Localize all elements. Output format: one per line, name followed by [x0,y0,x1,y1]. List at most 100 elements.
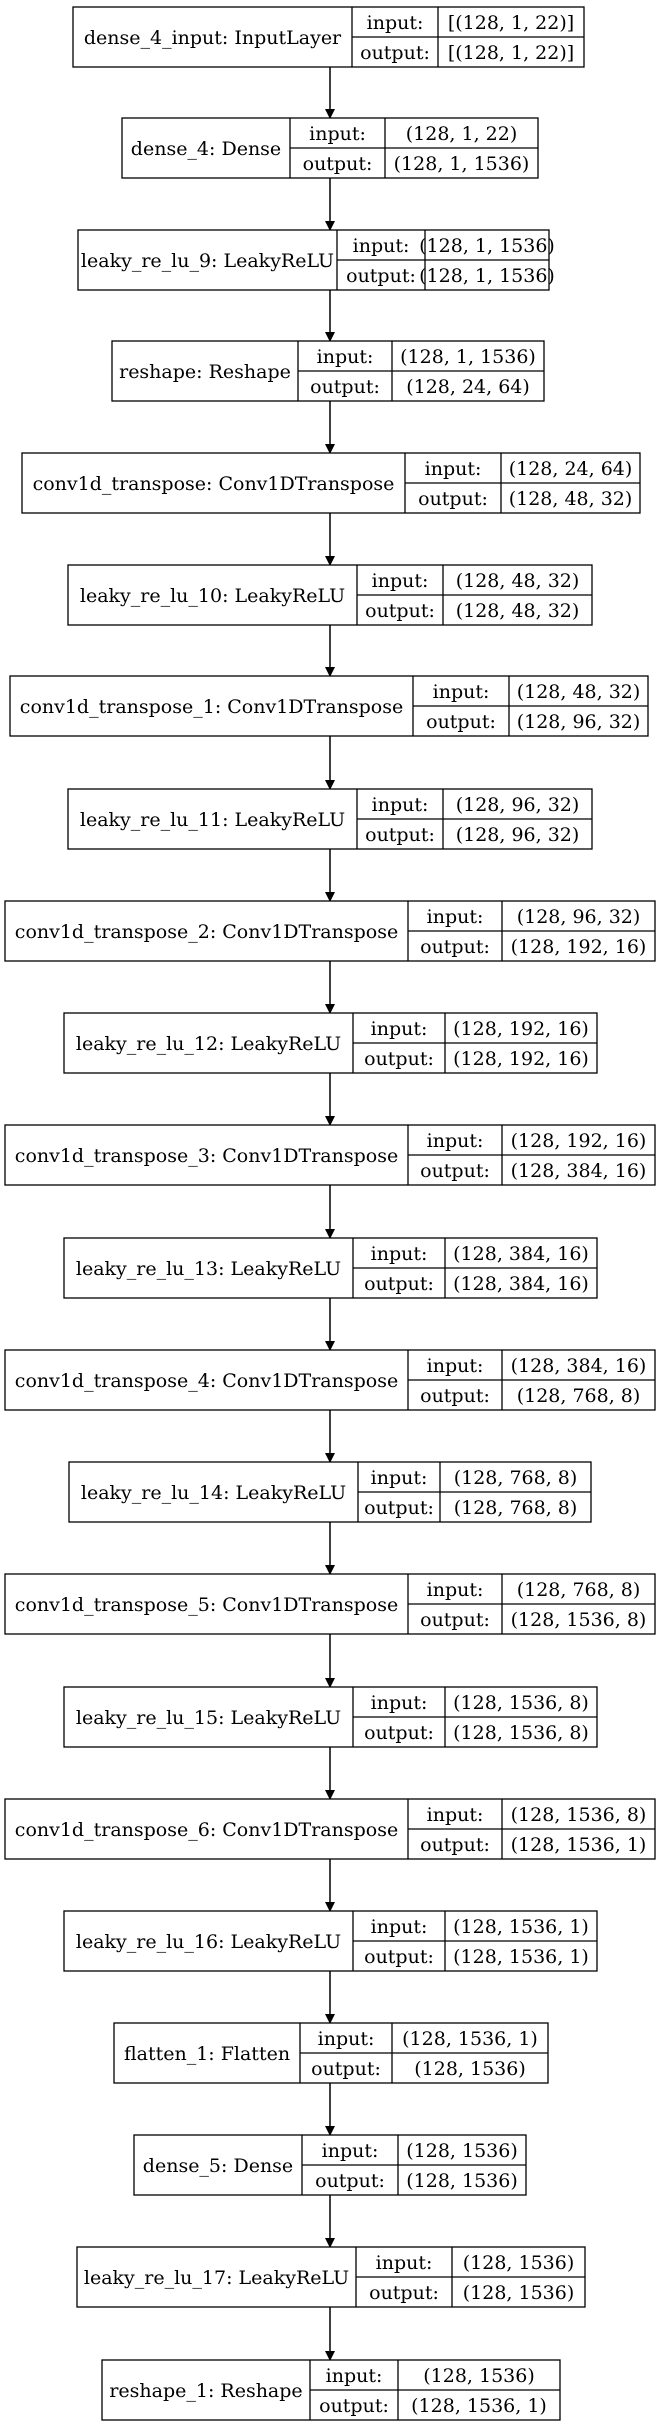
layer-node: conv1d_transpose_2: Conv1DTranspose input… [4,900,656,962]
input-label: input: [367,12,424,34]
layer-node: conv1d_transpose_1: Conv1DTranspose input… [9,675,649,737]
layer-name: leaky_re_lu_13: LeakyReLU [76,1258,341,1280]
input-label: input: [326,2365,383,2387]
layer-name: leaky_re_lu_12: LeakyReLU [76,1033,341,1055]
input-shape: (128, 1536) [423,2365,535,2387]
layer-node: leaky_re_lu_16: LeakyReLU input: output: (1… [63,1910,598,1972]
input-label: input: [371,1467,428,1489]
layer-node: leaky_re_lu_10: LeakyReLU input: output: (1… [67,564,593,626]
input-shape: (128, 192, 16) [453,1018,589,1040]
output-label: output: [346,265,416,287]
input-label: input: [427,1579,484,1601]
input-shape: (128, 48, 32) [456,570,580,592]
input-shape: (128, 96, 32) [456,794,580,816]
input-shape: (128, 1, 1536) [419,235,555,257]
output-shape: (128, 96, 32) [517,711,641,733]
output-label: output: [365,600,435,622]
layer-name: conv1d_transpose_4: Conv1DTranspose [15,1370,398,1392]
layer-node: reshape_1: Reshape input: output: (128, 153… [101,2359,561,2421]
layer-name: dense_5: Dense [143,2155,293,2177]
output-label: output: [364,1497,434,1519]
output-label: output: [315,2170,385,2192]
output-shape: (128, 24, 64) [406,376,530,398]
layer-node: dense_5: Dense input: output: (128, 1536) (1… [133,2134,527,2196]
layer-name: conv1d_transpose_5: Conv1DTranspose [15,1594,398,1616]
input-label: input: [427,1130,484,1152]
layer-node: reshape: Reshape input: output: (128, 1, 15… [111,340,545,402]
output-shape: (128, 192, 16) [511,936,647,958]
output-label: output: [420,1609,490,1631]
input-label: input: [309,123,366,145]
input-shape: (128, 1536, 1) [402,2028,538,2050]
input-shape: (128, 96, 32) [517,906,641,928]
input-label: input: [372,570,429,592]
input-label: input: [353,235,410,257]
output-label: output: [420,1834,490,1856]
layer-node: leaky_re_lu_9: LeakyReLU input: output:(12… [77,229,555,291]
output-label: output: [420,1160,490,1182]
input-label: input: [427,1804,484,1826]
output-label: output: [418,488,488,510]
input-shape: [(128, 1, 22)] [448,12,574,34]
output-shape: (128, 384, 16) [511,1160,647,1182]
input-shape: (128, 192, 16) [511,1130,647,1152]
output-label: output: [319,2395,389,2417]
input-shape: (128, 48, 32) [517,681,641,703]
layer-node: conv1d_transpose_5: Conv1DTranspose input… [4,1573,656,1635]
input-label: input: [371,1692,428,1714]
layer-node: conv1d_transpose_3: Conv1DTranspose input… [4,1124,656,1186]
input-label: input: [318,2028,375,2050]
input-label: input: [317,346,374,368]
input-shape: (128, 1, 1536) [400,346,536,368]
input-label: input: [427,906,484,928]
layer-node: leaky_re_lu_17: LeakyReLU input: output: (1… [76,2246,586,2308]
output-shape: (128, 1536, 1) [453,1946,589,1968]
output-shape: (128, 1, 1536) [419,265,555,287]
layer-name: leaky_re_lu_10: LeakyReLU [80,585,345,607]
input-shape: (128, 1536, 8) [453,1692,589,1714]
layer-box [63,1686,598,1748]
input-shape: (128, 1536) [406,2140,518,2162]
input-shape: (128, 1, 22) [406,123,518,145]
output-shape: [(128, 1, 22)] [448,42,574,64]
layer-name: leaky_re_lu_16: LeakyReLU [76,1931,341,1953]
output-shape: (128, 384, 16) [453,1273,589,1295]
output-label: output: [364,1946,434,1968]
output-label: output: [360,42,430,64]
output-label: output: [426,711,496,733]
layer-name: leaky_re_lu_9: LeakyReLU [81,250,334,272]
output-label: output: [310,376,380,398]
output-label: output: [364,1722,434,1744]
layer-name: conv1d_transpose_2: Conv1DTranspose [15,921,398,943]
layer-node: leaky_re_lu_15: LeakyReLU input: output: (1… [63,1686,598,1748]
output-shape: (128, 1536, 1) [511,1834,647,1856]
input-shape: (128, 1536, 8) [511,1804,647,1826]
input-shape: (128, 768, 8) [454,1467,578,1489]
output-label: output: [369,2282,439,2304]
input-label: input: [433,681,490,703]
layer-name: leaky_re_lu_17: LeakyReLU [84,2267,349,2289]
output-shape: (128, 1536, 1) [411,2395,547,2417]
input-label: input: [376,2252,433,2274]
output-label: output: [365,824,435,846]
layer-name: flatten_1: Flatten [124,2043,290,2065]
input-label: input: [322,2140,379,2162]
layer-node: leaky_re_lu_13: LeakyReLU input: output: (1… [63,1237,598,1299]
layer-name: leaky_re_lu_14: LeakyReLU [81,1482,346,1504]
layer-nodes: dense_4_input: InputLayer input: output: [(… [4,6,656,2421]
output-shape: (128, 768, 8) [517,1385,641,1407]
output-shape: (128, 1, 1536) [394,153,530,175]
input-shape: (128, 384, 16) [511,1355,647,1377]
layer-node: dense_4: Dense input: output: (128, 1, 22) (… [121,117,539,179]
layer-name: conv1d_transpose_3: Conv1DTranspose [15,1145,398,1167]
output-shape: (128, 1536) [406,2170,518,2192]
output-shape: (128, 1536) [463,2282,575,2304]
input-label: input: [372,794,429,816]
layer-name: conv1d_transpose_6: Conv1DTranspose [15,1819,398,1841]
layer-node: dense_4_input: InputLayer input: output: [(… [72,6,585,68]
layer-name: conv1d_transpose_1: Conv1DTranspose [20,696,403,718]
output-label: output: [364,1048,434,1070]
layer-name: dense_4_input: InputLayer [84,27,342,49]
layer-name: conv1d_transpose: Conv1DTranspose [33,473,395,495]
layer-node: conv1d_transpose_4: Conv1DTranspose input… [4,1349,656,1411]
